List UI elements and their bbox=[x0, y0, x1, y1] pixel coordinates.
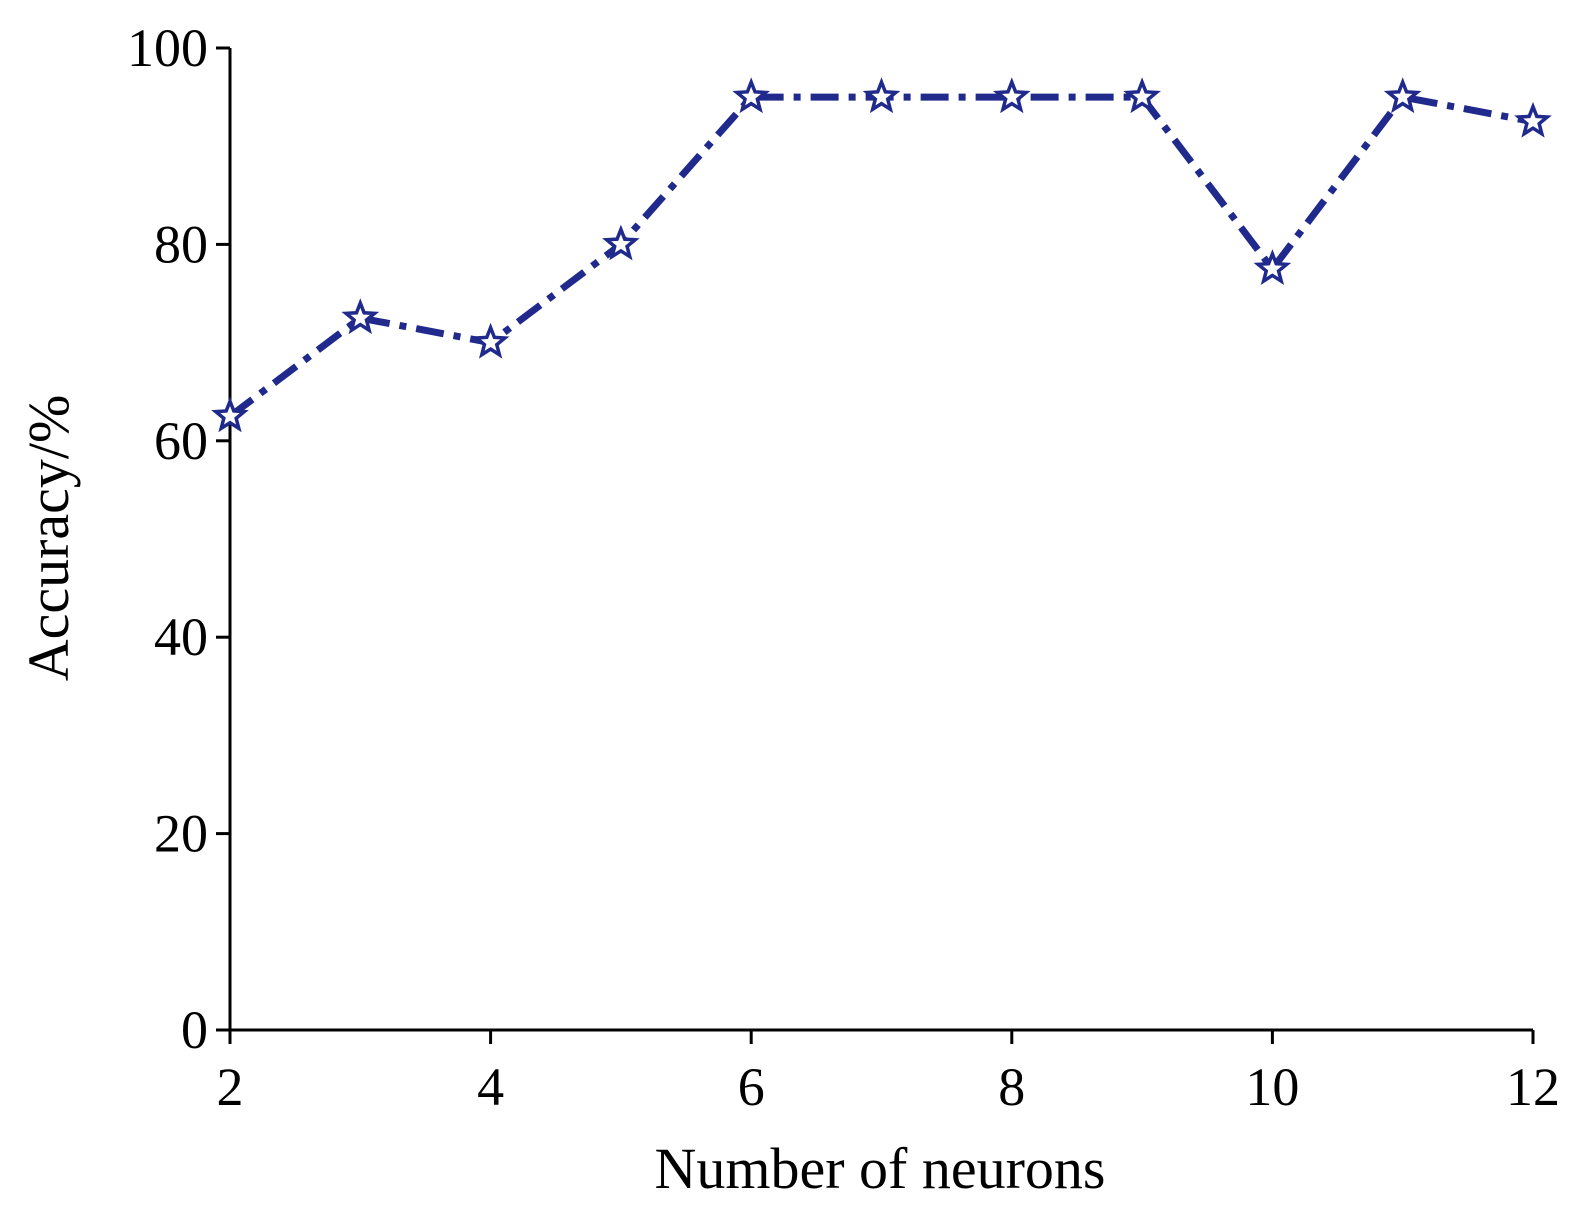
data-point-star-icon bbox=[211, 396, 249, 433]
data-point-star-icon bbox=[471, 322, 510, 359]
x-tick-label: 8 bbox=[998, 1057, 1025, 1117]
data-point-star-icon bbox=[1383, 77, 1422, 114]
x-ticks: 2 4 6 8 10 12 bbox=[217, 1030, 1560, 1117]
data-point-star-icon bbox=[341, 298, 380, 335]
x-tick-label: 10 bbox=[1245, 1057, 1299, 1117]
data-point-star-icon bbox=[602, 224, 640, 261]
x-tick-label: 6 bbox=[738, 1057, 765, 1117]
x-axis-label: Number of neurons bbox=[654, 1136, 1105, 1201]
axes bbox=[228, 48, 1533, 1032]
y-ticks: 0 20 40 60 80 100 bbox=[127, 18, 230, 1060]
y-tick-label: 100 bbox=[127, 18, 208, 78]
y-tick-label: 20 bbox=[154, 804, 208, 864]
y-tick-label: 40 bbox=[154, 607, 208, 667]
x-tick-label: 4 bbox=[477, 1057, 504, 1117]
x-tick-label: 12 bbox=[1506, 1057, 1560, 1117]
series-line bbox=[227, 93, 1534, 420]
data-point-star-icon bbox=[732, 77, 771, 114]
data-point-star-icon bbox=[992, 77, 1031, 114]
x-tick-label: 2 bbox=[217, 1057, 244, 1117]
y-tick-label: 0 bbox=[181, 1000, 208, 1060]
y-tick-label: 60 bbox=[154, 411, 208, 471]
data-point-star-icon bbox=[1253, 249, 1292, 285]
y-tick-label: 80 bbox=[154, 214, 208, 274]
series-layer bbox=[211, 77, 1552, 433]
data-point-star-icon bbox=[862, 77, 901, 114]
data-point-star-icon bbox=[1514, 101, 1552, 138]
data-point-star-icon bbox=[1123, 77, 1161, 114]
y-axis-label: Accuracy/% bbox=[16, 395, 81, 682]
